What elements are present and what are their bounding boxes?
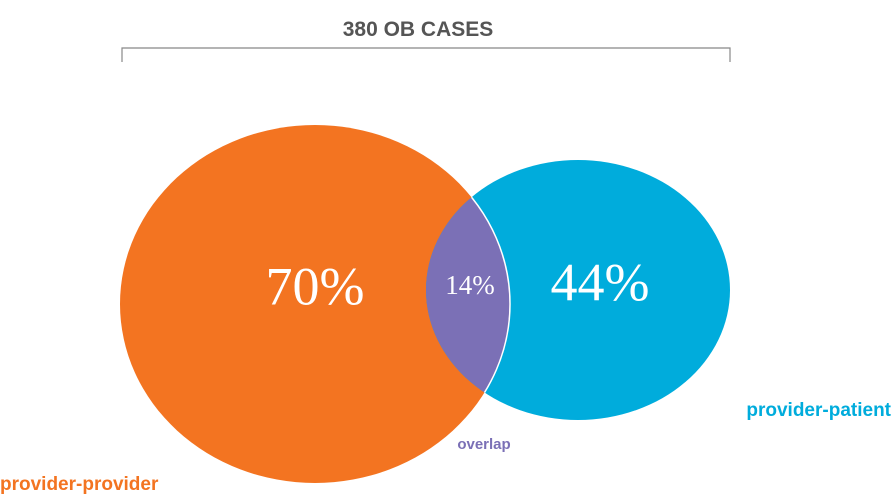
set-circle [120,125,510,483]
set-percent: 44% [551,252,650,312]
set-label: provider-patient [746,400,891,421]
overlap-region [426,160,511,420]
overlap-percent: 14% [445,270,495,300]
overlap-label: overlap [457,436,510,453]
set-label: provider-provider [0,474,159,495]
set-percent: 70% [266,256,365,316]
bracket [121,47,731,62]
title: 380 OB CASES [343,18,494,41]
